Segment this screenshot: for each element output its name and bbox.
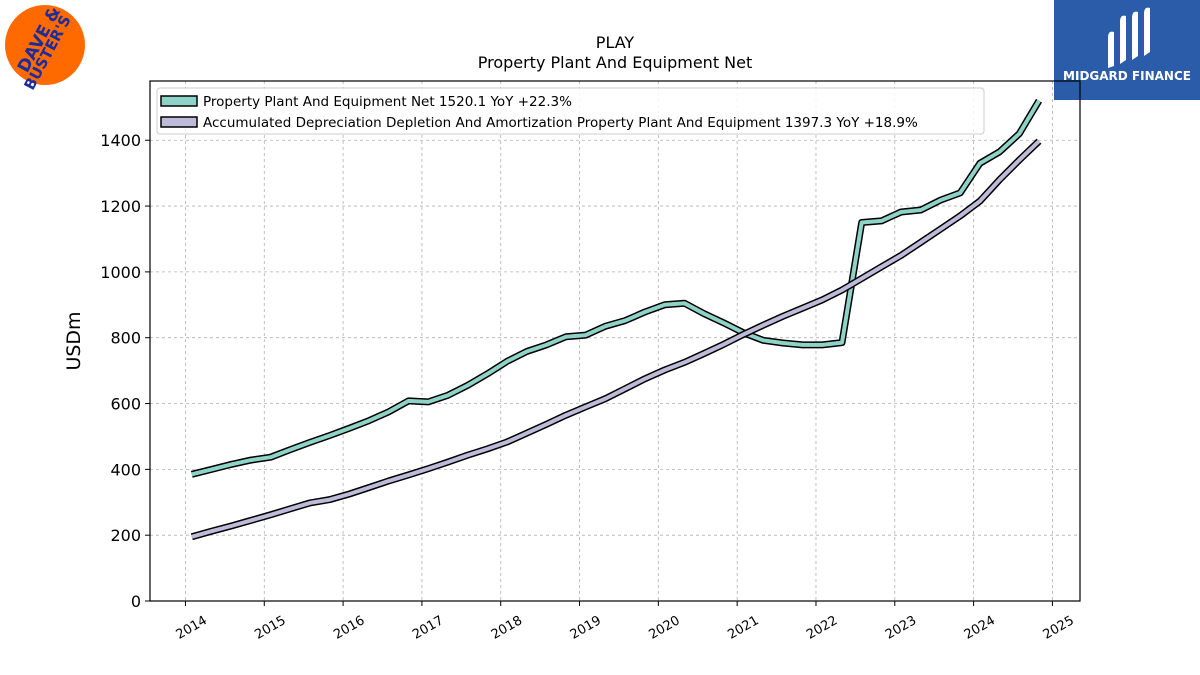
- series-line-0: [191, 99, 1041, 477]
- x-tick-label: 2017: [410, 613, 446, 643]
- midgard-finance-logo: MIDGARD FINANCE: [1054, 0, 1200, 100]
- legend-swatch-1: [160, 116, 198, 128]
- x-tick-label: 2023: [883, 613, 919, 643]
- plot-frame: [149, 80, 1081, 602]
- legend-box: [156, 87, 985, 135]
- legend-label-0: Property Plant And Equipment Net 1520.1 …: [203, 94, 572, 110]
- x-tick-label: 2018: [489, 613, 525, 643]
- dave-and-busters-logo: DAVE & BUSTER'S: [5, 3, 85, 93]
- series-outline-0: [190, 98, 1043, 478]
- series-outline-1: [190, 138, 1042, 541]
- axes: [145, 80, 1081, 606]
- legend-swatch-0: [160, 95, 198, 107]
- y-tick-label: 1400: [100, 131, 141, 150]
- y-axis-label: USDm: [63, 311, 85, 370]
- x-tick-label: 2025: [1041, 613, 1077, 643]
- series-lines: [190, 98, 1043, 541]
- x-tick-label: 2014: [174, 613, 210, 643]
- y-tick-label: 0: [131, 592, 141, 611]
- x-tick-label: 2015: [252, 613, 288, 643]
- y-tick-label: 800: [110, 329, 141, 348]
- x-tick-label: 2016: [331, 613, 367, 643]
- logo-right-text: MIDGARD FINANCE: [1063, 69, 1191, 83]
- chart-subtitle: Property Plant And Equipment Net: [478, 53, 753, 72]
- y-tick-label: 400: [110, 460, 141, 479]
- legend-label-1: Accumulated Depreciation Depletion And A…: [203, 115, 918, 131]
- y-tick-label: 200: [110, 526, 141, 545]
- grid: [150, 81, 1080, 602]
- x-tick-label: 2021: [725, 613, 761, 643]
- midgard-emblem-icon: [1108, 7, 1150, 69]
- chart-title: PLAY: [596, 33, 635, 52]
- legend: Property Plant And Equipment Net 1520.1 …: [156, 87, 985, 135]
- x-tick-label: 2022: [804, 613, 840, 643]
- x-tick-label: 2024: [962, 613, 998, 643]
- y-tick-label: 1000: [100, 263, 141, 282]
- x-tick-label: 2019: [568, 613, 604, 643]
- y-tick-label: 600: [110, 395, 141, 414]
- y-tick-label: 1200: [100, 197, 141, 216]
- series-line-1: [191, 139, 1041, 539]
- x-tick-label: 2020: [647, 613, 683, 643]
